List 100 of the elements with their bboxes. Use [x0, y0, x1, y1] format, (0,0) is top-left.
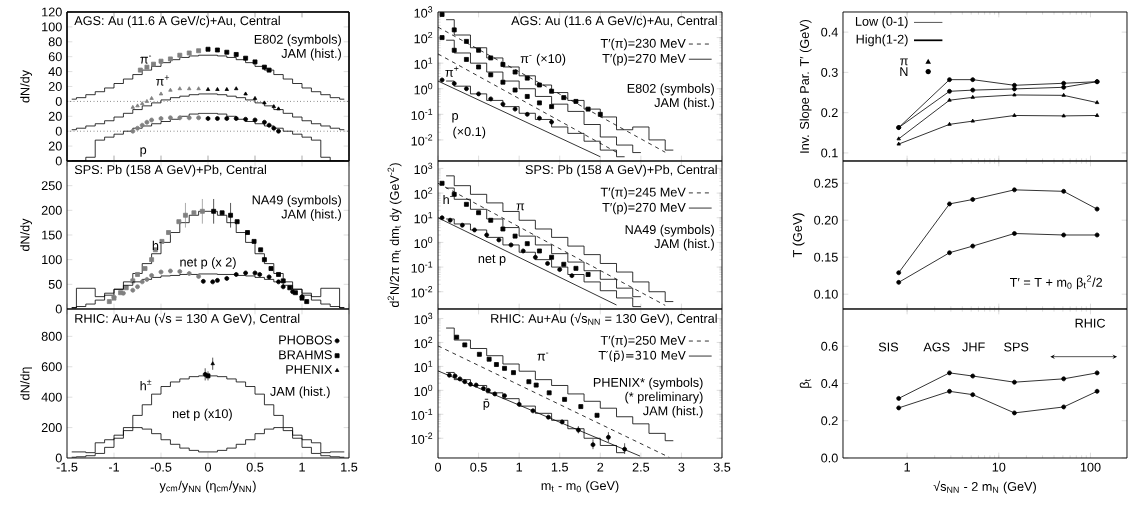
y-tick-label: 10$^{3}$ [414, 6, 433, 18]
y-tick-label: 10$^{1}$ [414, 360, 433, 373]
annotation: JAM (hist.) [270, 386, 330, 399]
x-tick-label: 3.5 [713, 462, 731, 472]
text: d$^{2}$N/2π m$_{t}$ dm$_{t}$ dy (GeV$^{-2}$) [387, 163, 402, 308]
x-tick-label: -0.5 [150, 462, 172, 472]
annotation: π$^{+}$ [156, 75, 170, 86]
annotation: RHIC [1075, 318, 1106, 328]
y-tick-label: 600 [41, 362, 62, 372]
x-tick-label: 10 [992, 462, 1006, 472]
annotation: π$^{-}$ [537, 352, 549, 361]
annotation: JAM (hist.) [643, 405, 703, 418]
chart-title: AGS: Au (11.6 A GeV/c)+Au, Central [74, 15, 280, 28]
y-tick-label: 0 [55, 96, 62, 106]
legend-label: PHENIX [286, 365, 333, 374]
y-tick-label: 200 [41, 205, 62, 215]
annotation: p̄ [483, 398, 490, 410]
annotation: JAM (hist.) [281, 209, 341, 221]
annotation: N [900, 67, 908, 76]
y-tick-label: 10$^{2}$ [414, 336, 433, 349]
y-axis-title: Inv. Slope Par. T′ (GeV) [799, 19, 812, 153]
annotation: π [900, 58, 908, 66]
y-axis-title: dN/dy [20, 69, 33, 103]
y-tick-label: 10$^{-2}$ [411, 134, 433, 146]
y-tick-label: 800 [41, 331, 62, 341]
annotation: h$^{-}$ [152, 240, 162, 250]
y-tick-label: 10$^{0}$ [414, 384, 433, 397]
annotation: (* preliminary) [625, 391, 703, 404]
y-tick-label: 0.2 [821, 416, 838, 426]
chart-title: RHIC: Au+Au (√s$_{NN}$ = 130 GeV), Central [491, 312, 717, 326]
y-axis-title: dN/dη [20, 367, 33, 400]
y-tick-label: 0 [55, 156, 62, 166]
annotation: SPS [1004, 342, 1029, 352]
annotation: E802 (symbols) [254, 34, 341, 47]
y-tick-label: 120 [42, 7, 62, 17]
text: y$_{cm}$/y$_{NN}$ (η$_{cm}$/y$_{NN}$) [159, 480, 256, 493]
annotation: T′ = T + m$_{0}$ β$_{t}$$^{2}$/2 [1009, 275, 1103, 290]
x-tick-label: 3 [678, 462, 685, 472]
annotation: SIS [878, 342, 899, 352]
annotation: net p (x10) [172, 408, 232, 421]
legend-label: T′(π)=230 MeV [600, 38, 686, 51]
annotation: NA49 (symbols) [625, 224, 714, 237]
legend-label: T′(π)=250 MeV [600, 335, 686, 348]
annotation: JAM (hist.) [654, 238, 714, 251]
x-tick-label: 2 [597, 462, 604, 472]
annotation: JHF [962, 342, 985, 352]
x-tick-label: -1.5 [56, 462, 78, 472]
y-tick-label: 20 [48, 141, 62, 151]
y-tick-label: 0.6 [821, 341, 838, 351]
legend-label: PHOBOS [279, 335, 332, 345]
annotation: h$^{-}$ [443, 194, 453, 205]
chart-title: AGS: Au (11.6 A GeV/c)+Au, Central [511, 15, 717, 28]
x-axis-title: √s$_{NN}$ - 2 m$_{N}$ (GeV) [933, 480, 1036, 494]
y-tick-label: 10$^{1}$ [414, 57, 433, 69]
y-tick-label: 0 [55, 304, 62, 314]
x-tick-label: 2.5 [632, 462, 650, 472]
annotation: π$^{+}$ [445, 66, 459, 77]
y-tick-label: 50 [48, 279, 62, 289]
x-tick-label: 0.5 [470, 462, 487, 472]
annotation: PHENIX* (symbols) [593, 377, 703, 390]
y-tick-label: 20 [48, 82, 62, 91]
x-tick-label: 1 [516, 462, 523, 472]
y-tick-label: 10$^{2}$ [414, 31, 433, 44]
y-tick-label: 0.15 [814, 252, 838, 262]
y-tick-label: 60 [48, 52, 62, 62]
y-tick-label: 0.20 [814, 215, 838, 225]
y-tick-label: 0.25 [814, 178, 838, 188]
x-tick-label: 1.5 [341, 462, 358, 472]
y-tick-label: 80 [48, 37, 62, 47]
y-tick-label: 0 [55, 126, 62, 136]
chart-title: SPS: Pb (158 A GeV)+Pb, Central [74, 164, 266, 177]
y-tick-label: 10$^{-2}$ [411, 432, 433, 444]
annotation: net p (x 2) [180, 257, 236, 270]
y-tick-label: 250 [41, 181, 62, 191]
annotation: JAM (hist.) [281, 48, 341, 61]
annotation: (×0.1) [453, 126, 486, 139]
y-axis-title: dN/dy [20, 218, 33, 252]
y-tick-label: 10$^{-1}$ [411, 408, 433, 420]
y-tick-label: 10$^{1}$ [414, 212, 433, 224]
y-tick-label: 10$^{0}$ [414, 83, 433, 95]
x-tick-label: 0 [434, 462, 442, 472]
annotation: net p [478, 254, 506, 266]
y-tick-label: 0.0 [821, 453, 838, 463]
y-tick-label: 10$^{3}$ [414, 162, 433, 175]
y-tick-label: 100 [42, 22, 62, 32]
y-tick-label: 0.10 [814, 289, 838, 299]
annotation: JAM (hist.) [654, 97, 714, 110]
annotation: Low (0-1) [855, 16, 908, 29]
annotation: p [140, 147, 147, 157]
y-tick-label: 0 [55, 453, 62, 463]
y-tick-label: 10$^{2}$ [414, 187, 433, 199]
legend-label: T′(π)=245 MeV [600, 187, 686, 200]
y-axis-title: T (GeV) [792, 213, 805, 258]
annotation: p [452, 113, 459, 123]
annotation: NA49 (symbols) [252, 195, 341, 207]
chart-title: SPS: Pb (158 A GeV)+Pb, Central [525, 164, 717, 177]
y-tick-label: 400 [41, 392, 62, 402]
annotation: π$^{-}$ (×10) [520, 53, 566, 66]
y-tick-label: 200 [41, 423, 62, 433]
x-tick-label: 1 [904, 462, 910, 472]
